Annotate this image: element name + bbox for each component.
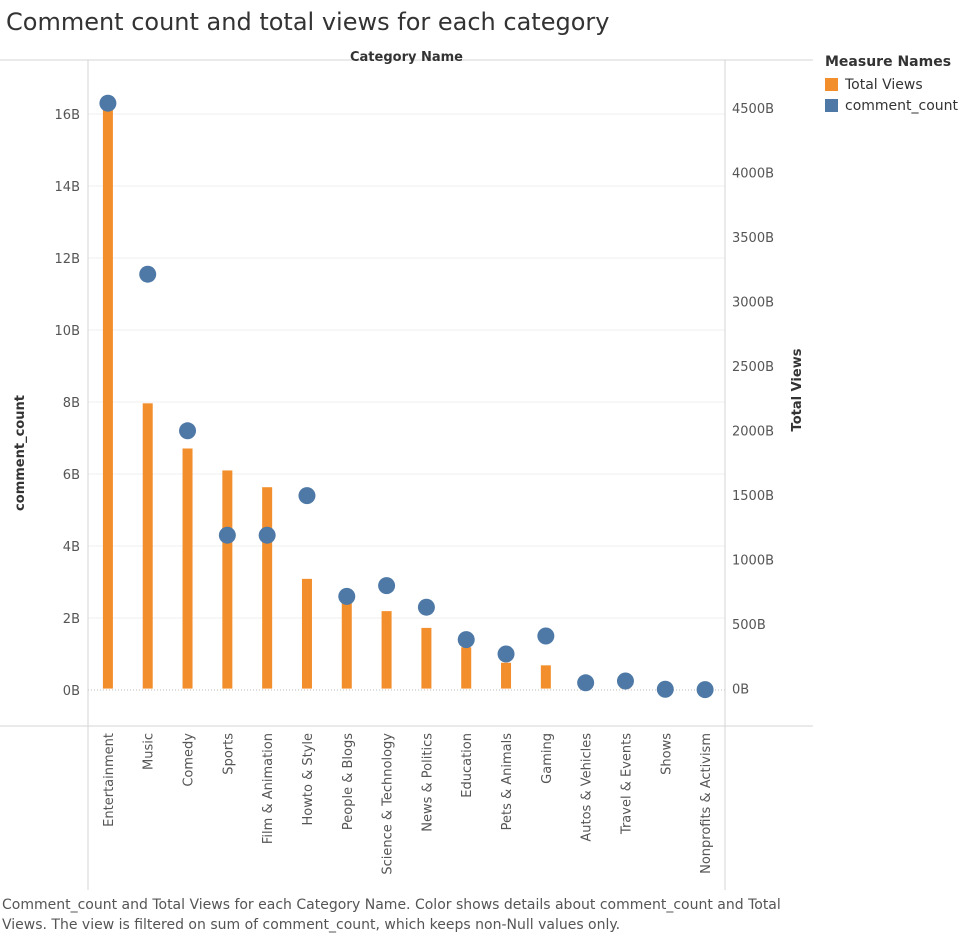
bar-comedy (182, 448, 193, 689)
bar-entertainment (102, 97, 113, 689)
y-right-axis-title: Total Views (790, 348, 805, 431)
y-left-tick-label: 10B (55, 324, 80, 339)
legend-item-comment-count[interactable]: comment_count (825, 95, 958, 116)
y-right-tick-label: 1000B (732, 554, 774, 569)
y-right-tick-label: 2000B (732, 424, 774, 439)
y-right-tick-label: 0B (732, 683, 749, 698)
y-left-tick-label: 0B (63, 684, 80, 699)
x-tick-label-music: Music (142, 733, 157, 770)
y-right-tick-label: 3500B (732, 231, 774, 246)
point-shows (656, 680, 674, 698)
y-left-tick-label: 14B (55, 180, 80, 195)
legend-swatch-comment-count (825, 99, 838, 112)
y-right-tick-label: 3000B (732, 295, 774, 310)
point-autos-and-vehicles (577, 674, 595, 692)
x-tick-label-comedy: Comedy (182, 733, 197, 787)
point-gaming (537, 627, 555, 645)
point-people-and-blogs (338, 587, 356, 605)
legend-title: Measure Names (825, 54, 952, 70)
bar-people-and-blogs (341, 593, 352, 689)
legend-label-comment-count: comment_count (845, 97, 959, 114)
y-left-axis-title: comment_count (13, 395, 28, 511)
x-tick-label-film-and-animation: Film & Animation (261, 733, 276, 844)
point-comedy (179, 422, 197, 440)
bar-education (461, 647, 472, 689)
point-news-and-politics (417, 598, 435, 616)
x-tick-label-science-and-technology: Science & Technology (381, 733, 396, 875)
legend: Measure Names Total Views comment_count (825, 54, 958, 116)
bar-news-and-politics (421, 627, 432, 689)
x-tick-label-sports: Sports (221, 733, 236, 775)
y-left-tick-label: 16B (55, 108, 80, 123)
point-pets-and-animals (497, 645, 515, 663)
x-tick-label-news-and-politics: News & Politics (420, 733, 435, 832)
point-science-and-technology (378, 577, 396, 595)
point-music (139, 265, 157, 283)
chart-caption: Comment_count and Total Views for each C… (2, 897, 781, 933)
point-film-and-animation (258, 526, 276, 544)
x-tick-label-howto-and-style: Howto & Style (301, 733, 316, 825)
x-tick-label-education: Education (460, 733, 475, 798)
y-left-tick-label: 12B (55, 252, 80, 267)
x-tick-label-nonprofits-and-activism: Nonprofits & Activism (699, 733, 714, 874)
point-travel-and-events (616, 672, 634, 690)
y-left-tick-label: 4B (63, 540, 80, 555)
x-tick-label-pets-and-animals: Pets & Animals (500, 733, 515, 831)
x-tick-label-entertainment: Entertainment (102, 733, 117, 827)
point-howto-and-style (298, 487, 316, 505)
legend-item-total-views[interactable]: Total Views (825, 74, 958, 95)
x-tick-label-autos-and-vehicles: Autos & Vehicles (580, 733, 595, 842)
x-tick-label-gaming: Gaming (540, 733, 555, 784)
point-nonprofits-and-activism (696, 681, 714, 699)
bar-science-and-technology (381, 611, 392, 689)
legend-swatch-total-views (825, 78, 838, 91)
chart-title: Comment count and total views for each c… (6, 8, 610, 36)
bar-gaming (540, 665, 551, 689)
legend-label-total-views: Total Views (845, 76, 923, 93)
y-right-tick-label: 4000B (732, 166, 774, 181)
x-tick-label-shows: Shows (659, 733, 674, 775)
y-left-tick-label: 2B (63, 612, 80, 627)
column-header: Category Name (350, 50, 463, 65)
x-tick-label-travel-and-events: Travel & Events (619, 733, 634, 835)
y-right-tick-label: 1500B (732, 489, 774, 504)
bar-howto-and-style (301, 578, 312, 689)
point-education (457, 631, 475, 649)
bar-film-and-animation (262, 487, 273, 689)
bar-sports (222, 470, 233, 689)
point-sports (218, 526, 236, 544)
y-right-tick-label: 2500B (732, 360, 774, 375)
bar-music (142, 403, 153, 689)
y-right-tick-label: 500B (732, 618, 766, 633)
bar-pets-and-animals (501, 662, 512, 689)
y-right-tick-label: 4500B (732, 102, 774, 117)
y-left-tick-label: 8B (63, 396, 80, 411)
x-tick-label-people-and-blogs: People & Blogs (341, 733, 356, 830)
y-left-tick-label: 6B (63, 468, 80, 483)
point-entertainment (99, 94, 117, 112)
